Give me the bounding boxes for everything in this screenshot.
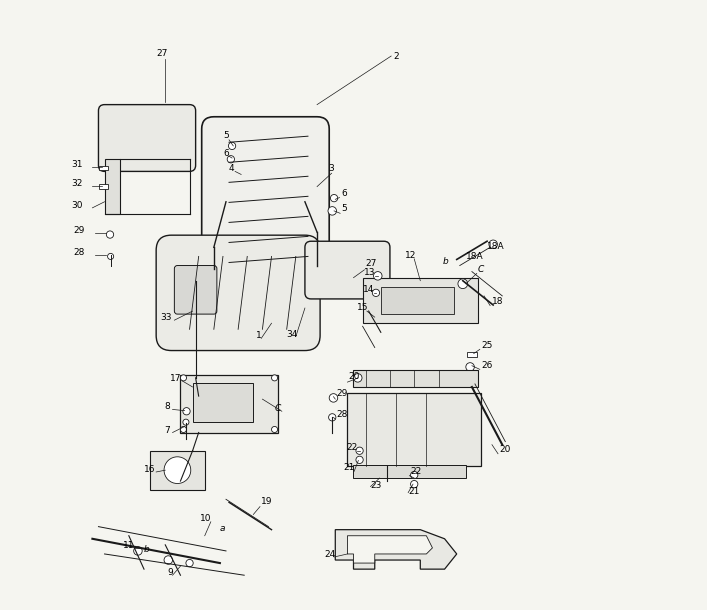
Text: 28: 28 bbox=[73, 248, 84, 257]
Bar bbox=[105, 159, 119, 214]
Text: 5: 5 bbox=[223, 131, 228, 140]
Text: 5: 5 bbox=[341, 204, 347, 214]
Text: 34: 34 bbox=[287, 329, 298, 339]
Circle shape bbox=[373, 289, 380, 296]
FancyBboxPatch shape bbox=[305, 241, 390, 299]
Circle shape bbox=[356, 456, 363, 464]
Text: 7: 7 bbox=[164, 426, 170, 434]
Text: 27: 27 bbox=[156, 49, 168, 58]
Text: 14: 14 bbox=[363, 285, 375, 293]
Circle shape bbox=[183, 407, 190, 415]
Polygon shape bbox=[335, 529, 457, 569]
Circle shape bbox=[411, 472, 418, 479]
Text: 33: 33 bbox=[160, 313, 172, 322]
Circle shape bbox=[489, 240, 498, 248]
Circle shape bbox=[134, 547, 142, 555]
Text: 22: 22 bbox=[346, 442, 358, 451]
Text: 6: 6 bbox=[223, 149, 228, 158]
Text: 18A: 18A bbox=[466, 252, 484, 261]
Circle shape bbox=[164, 457, 191, 484]
Text: 29: 29 bbox=[337, 389, 348, 398]
Circle shape bbox=[180, 426, 187, 432]
Text: 21: 21 bbox=[408, 487, 419, 497]
Text: 26: 26 bbox=[481, 361, 492, 370]
Text: 23: 23 bbox=[370, 481, 382, 490]
Circle shape bbox=[180, 375, 187, 381]
Circle shape bbox=[106, 231, 114, 239]
Circle shape bbox=[227, 156, 235, 163]
Circle shape bbox=[354, 373, 362, 382]
Circle shape bbox=[328, 207, 337, 215]
Text: 1: 1 bbox=[257, 331, 262, 340]
Bar bbox=[150, 451, 205, 490]
Circle shape bbox=[329, 414, 336, 421]
Polygon shape bbox=[347, 536, 433, 563]
Circle shape bbox=[164, 556, 173, 564]
Text: 13: 13 bbox=[364, 268, 376, 277]
FancyBboxPatch shape bbox=[156, 235, 320, 351]
Text: a: a bbox=[219, 524, 225, 533]
Text: 25: 25 bbox=[481, 340, 492, 350]
Text: 9: 9 bbox=[167, 568, 173, 577]
Text: C: C bbox=[274, 404, 281, 413]
Circle shape bbox=[228, 142, 235, 149]
Text: 10: 10 bbox=[200, 514, 211, 523]
Bar bbox=[99, 184, 107, 188]
Circle shape bbox=[373, 271, 382, 280]
Text: 18A: 18A bbox=[487, 242, 505, 251]
Text: 32: 32 bbox=[71, 179, 83, 188]
Text: C: C bbox=[478, 265, 484, 274]
Text: 8: 8 bbox=[164, 403, 170, 411]
Circle shape bbox=[466, 363, 474, 371]
Circle shape bbox=[458, 279, 467, 289]
Text: 20: 20 bbox=[349, 372, 360, 381]
Text: 31: 31 bbox=[71, 160, 83, 169]
Text: 30: 30 bbox=[71, 201, 83, 210]
Text: 29: 29 bbox=[73, 226, 84, 235]
Bar bbox=[354, 465, 466, 478]
Text: 24: 24 bbox=[325, 550, 336, 559]
Text: 4: 4 bbox=[229, 165, 235, 173]
Text: 2: 2 bbox=[393, 51, 399, 60]
Circle shape bbox=[329, 393, 338, 402]
FancyBboxPatch shape bbox=[354, 370, 478, 387]
Bar bbox=[381, 287, 454, 314]
FancyBboxPatch shape bbox=[175, 265, 217, 314]
Text: 28: 28 bbox=[337, 411, 348, 419]
Circle shape bbox=[183, 419, 189, 425]
Text: 6: 6 bbox=[341, 188, 347, 198]
FancyBboxPatch shape bbox=[347, 393, 481, 466]
Text: 27: 27 bbox=[366, 259, 377, 268]
Text: 3: 3 bbox=[328, 165, 334, 173]
Text: 19: 19 bbox=[261, 497, 273, 506]
Text: 21: 21 bbox=[344, 463, 355, 472]
FancyBboxPatch shape bbox=[201, 117, 329, 293]
FancyBboxPatch shape bbox=[180, 375, 278, 432]
Circle shape bbox=[271, 375, 278, 381]
Text: 15: 15 bbox=[356, 303, 368, 312]
Text: 22: 22 bbox=[411, 467, 422, 476]
Text: 16: 16 bbox=[144, 465, 156, 474]
Circle shape bbox=[411, 481, 418, 488]
Circle shape bbox=[356, 447, 363, 454]
Circle shape bbox=[107, 253, 114, 259]
Circle shape bbox=[330, 195, 338, 202]
Text: 20: 20 bbox=[499, 445, 510, 454]
Text: 18: 18 bbox=[492, 297, 503, 306]
Text: 11: 11 bbox=[123, 541, 134, 550]
FancyBboxPatch shape bbox=[192, 382, 253, 422]
FancyBboxPatch shape bbox=[98, 105, 196, 171]
Circle shape bbox=[271, 426, 278, 432]
Bar bbox=[467, 353, 477, 357]
Bar bbox=[363, 278, 478, 323]
Circle shape bbox=[186, 559, 193, 567]
Text: b: b bbox=[443, 257, 448, 267]
Bar bbox=[99, 166, 107, 170]
Text: 17: 17 bbox=[170, 374, 181, 383]
Text: b: b bbox=[144, 545, 150, 554]
Text: 12: 12 bbox=[405, 251, 416, 260]
